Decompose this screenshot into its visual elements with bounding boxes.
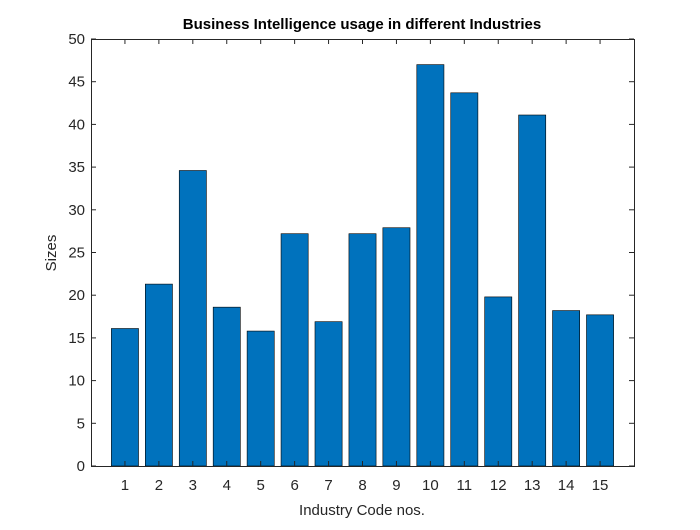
y-tick-label: 35 [68, 159, 85, 176]
bar-7 [314, 321, 343, 467]
x-axis-label: Industry Code nos. [299, 502, 425, 519]
x-tick-label: 8 [358, 477, 366, 494]
y-ticks-group: 0 5 10 15 20 25 30 35 40 45 50 [68, 31, 634, 475]
bar-5 [246, 330, 275, 467]
y-tick-label: 25 [68, 245, 85, 262]
y-tick-label: 40 [68, 116, 85, 133]
y-tick-label: 10 [68, 373, 85, 390]
x-tick-label: 12 [490, 477, 507, 494]
bar-13 [518, 114, 547, 467]
bar-10 [416, 64, 445, 467]
x-ticks-group: 1 2 3 4 5 6 7 8 9 10 11 12 13 14 15 [121, 39, 609, 494]
y-tick-label: 5 [77, 415, 85, 432]
bar-8 [348, 233, 377, 467]
bar-3 [178, 170, 207, 467]
y-tick-label: 20 [68, 287, 85, 304]
x-tick-label: 4 [223, 477, 231, 494]
x-tick-label: 2 [155, 477, 163, 494]
y-tick-label: 15 [68, 330, 85, 347]
bar-11 [450, 92, 479, 467]
x-tick-label: 14 [558, 477, 575, 494]
bar-2 [145, 283, 173, 467]
chart-title: Business Intelligence usage in different… [183, 16, 541, 33]
x-tick-label: 5 [257, 477, 265, 494]
x-tick-label: 3 [189, 477, 197, 494]
bar-15 [586, 314, 614, 467]
bar-1 [111, 328, 139, 467]
x-tick-label: 7 [324, 477, 332, 494]
x-tick-label: 15 [592, 477, 609, 494]
bars-group [111, 64, 614, 467]
x-tick-label: 9 [392, 477, 400, 494]
y-tick-label: 30 [68, 202, 85, 219]
y-tick-label: 45 [68, 74, 85, 91]
x-tick-label: 11 [457, 477, 473, 494]
y-tick-label: 50 [68, 31, 85, 48]
y-tick-label: 0 [77, 458, 85, 475]
x-tick-label: 10 [422, 477, 439, 494]
bar-6 [280, 233, 309, 467]
y-axis-label: Sizes [43, 235, 60, 272]
bar-12 [484, 296, 513, 467]
bar-14 [552, 310, 580, 467]
x-tick-label: 13 [524, 477, 541, 494]
bar-9 [382, 227, 411, 467]
x-tick-label: 1 [121, 477, 129, 494]
x-tick-label: 6 [290, 477, 298, 494]
bar-4 [212, 306, 241, 467]
